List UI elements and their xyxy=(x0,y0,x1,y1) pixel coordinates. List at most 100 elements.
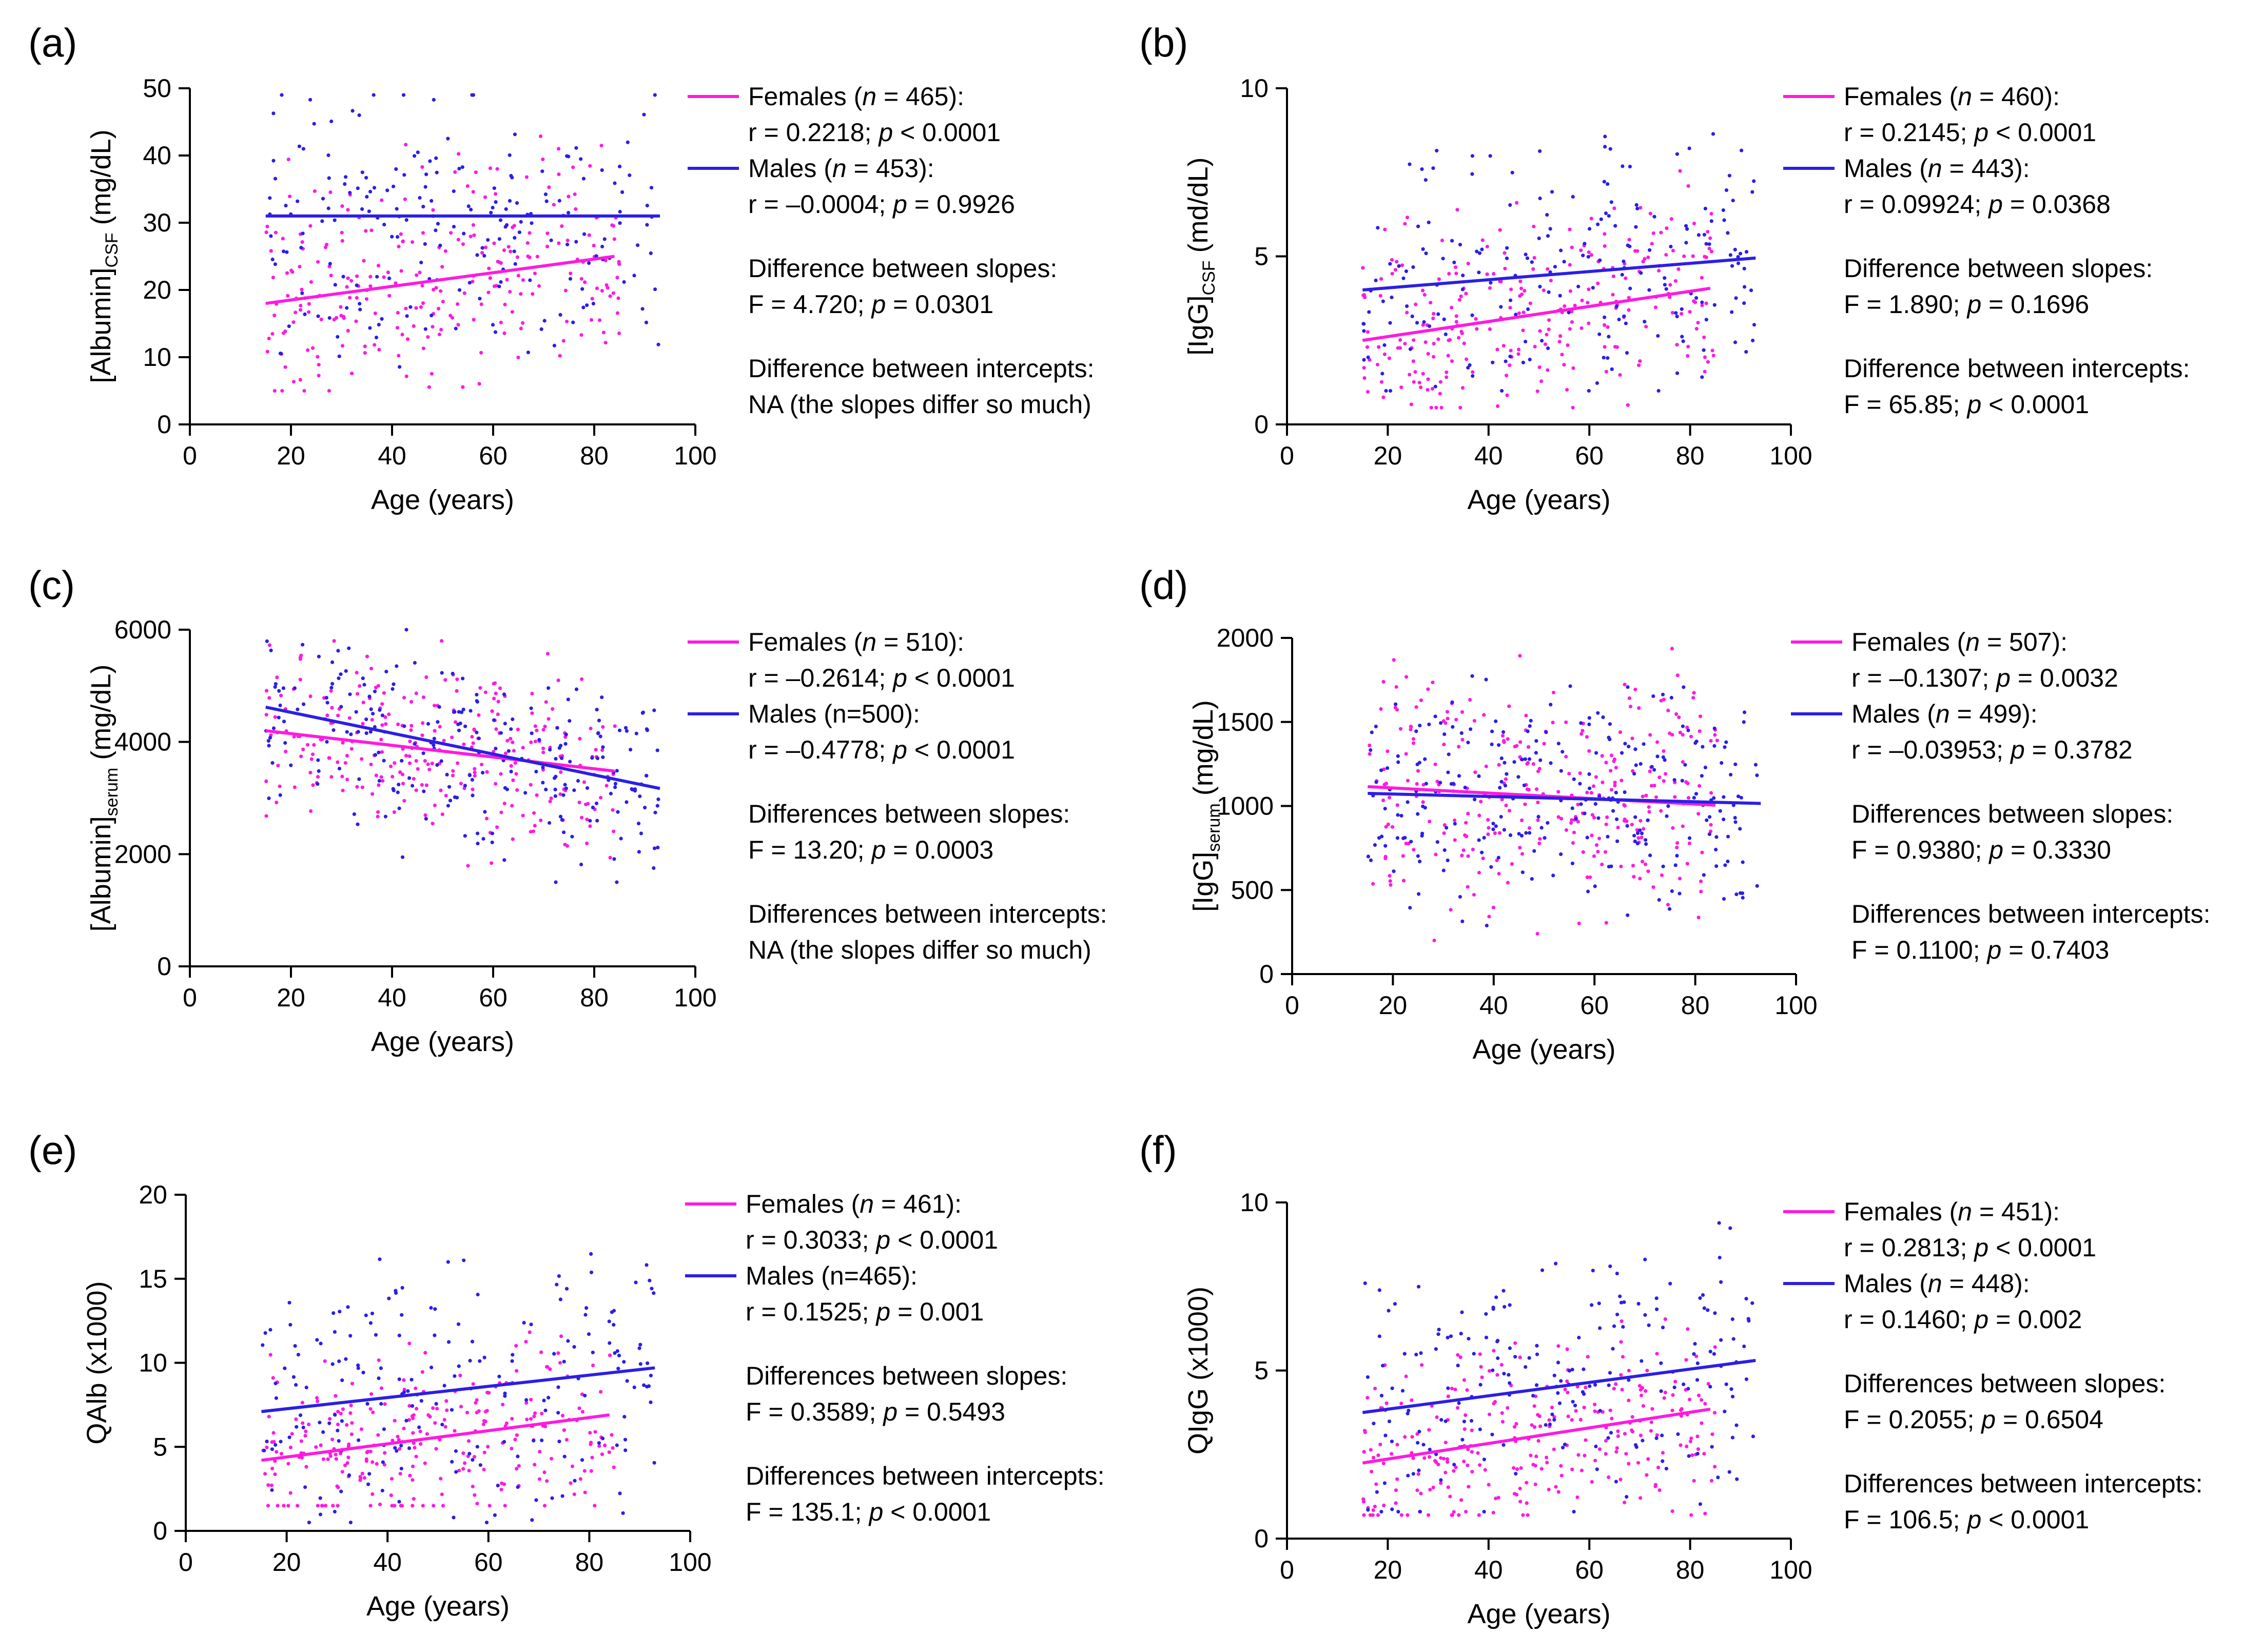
male-point xyxy=(1409,840,1413,844)
female-point xyxy=(1409,402,1413,406)
female-point xyxy=(483,690,487,694)
female-point xyxy=(1681,733,1685,737)
female-point xyxy=(492,284,497,288)
male-point xyxy=(1722,897,1726,901)
female-point xyxy=(1585,790,1589,794)
male-point xyxy=(1606,1436,1610,1440)
male-point xyxy=(615,769,619,773)
male-point xyxy=(339,672,343,676)
male-point xyxy=(270,257,275,262)
female-point xyxy=(574,207,578,211)
female-point xyxy=(1409,725,1413,729)
male-point xyxy=(1494,1295,1498,1299)
female-point xyxy=(1604,1452,1608,1456)
male-point xyxy=(617,728,622,732)
female-point xyxy=(1448,1494,1452,1499)
male-point xyxy=(1729,772,1733,777)
male-point xyxy=(352,812,357,816)
female-point xyxy=(1432,342,1436,346)
female-point xyxy=(1687,841,1691,845)
male-point xyxy=(1707,832,1711,837)
male-point xyxy=(1395,836,1399,840)
female-point xyxy=(1450,305,1454,310)
male-point xyxy=(317,769,321,773)
male-legend-line: Males (n=465): xyxy=(746,1261,918,1290)
female-point xyxy=(1384,1401,1389,1405)
male-point xyxy=(413,742,417,746)
female-point xyxy=(1464,1510,1468,1514)
female-point xyxy=(1653,305,1657,309)
male-point xyxy=(1406,1473,1410,1478)
male-point xyxy=(434,156,438,160)
female-point xyxy=(1671,248,1675,252)
female-point xyxy=(1657,1488,1662,1492)
female-point xyxy=(499,320,503,325)
female-point xyxy=(311,783,315,787)
female-point xyxy=(1678,730,1682,734)
male-point xyxy=(1661,864,1665,868)
female-point xyxy=(1500,798,1504,802)
female-point xyxy=(514,1344,518,1348)
male-point xyxy=(347,1473,352,1477)
male-point xyxy=(1598,1409,1602,1413)
female-point xyxy=(1532,224,1536,228)
male-point xyxy=(544,787,548,791)
x-tick-label: 80 xyxy=(575,1548,604,1577)
female-point xyxy=(1375,362,1379,367)
female-point xyxy=(611,1446,615,1450)
male-point xyxy=(399,1444,403,1448)
female-point xyxy=(1472,718,1476,723)
male-point xyxy=(1738,827,1742,831)
male-point xyxy=(556,1385,560,1389)
female-point xyxy=(455,677,459,682)
male-point xyxy=(502,1440,506,1444)
female-point xyxy=(1563,1387,1567,1392)
female-point xyxy=(1395,1443,1399,1447)
male-point xyxy=(380,713,385,717)
female-point xyxy=(1639,1433,1643,1437)
female-point xyxy=(599,795,603,800)
female-point xyxy=(607,1450,611,1454)
female-point xyxy=(1435,780,1439,784)
female-point xyxy=(1668,295,1672,299)
female-point xyxy=(475,1410,479,1414)
female-point xyxy=(1447,271,1451,276)
male-point xyxy=(1596,222,1600,226)
male-point xyxy=(529,706,533,710)
male-point xyxy=(1494,719,1498,723)
male-point xyxy=(634,731,638,735)
female-point xyxy=(404,753,408,757)
female-point xyxy=(1684,780,1688,784)
female-fit-line xyxy=(265,729,615,773)
female-point xyxy=(533,740,538,744)
female-point xyxy=(265,224,269,228)
male-point xyxy=(625,1379,629,1383)
female-point xyxy=(420,284,424,288)
female-point xyxy=(1473,770,1477,774)
female-point xyxy=(294,310,298,315)
female-point xyxy=(379,1386,384,1390)
male-point xyxy=(404,1418,408,1423)
female-point xyxy=(1678,877,1682,881)
female-point xyxy=(589,318,594,322)
male-point xyxy=(446,1340,451,1344)
female-point xyxy=(1499,1363,1504,1367)
scatter-points xyxy=(1361,132,1757,410)
female-point xyxy=(1691,696,1695,700)
male-point xyxy=(530,1518,534,1522)
male-point xyxy=(1508,1381,1512,1385)
male-point xyxy=(422,789,426,793)
female-point xyxy=(320,1504,324,1508)
female-point xyxy=(423,759,427,763)
female-point xyxy=(1564,720,1568,724)
x-tick-label: 100 xyxy=(674,441,716,470)
female-point xyxy=(1363,1430,1367,1434)
female-point xyxy=(329,775,334,779)
female-point xyxy=(1405,216,1410,220)
male-point xyxy=(499,280,503,284)
female-point xyxy=(461,242,465,246)
male-point xyxy=(1552,1417,1556,1422)
male-point xyxy=(270,761,275,765)
female-point xyxy=(1649,1429,1653,1433)
female-point xyxy=(409,700,414,704)
